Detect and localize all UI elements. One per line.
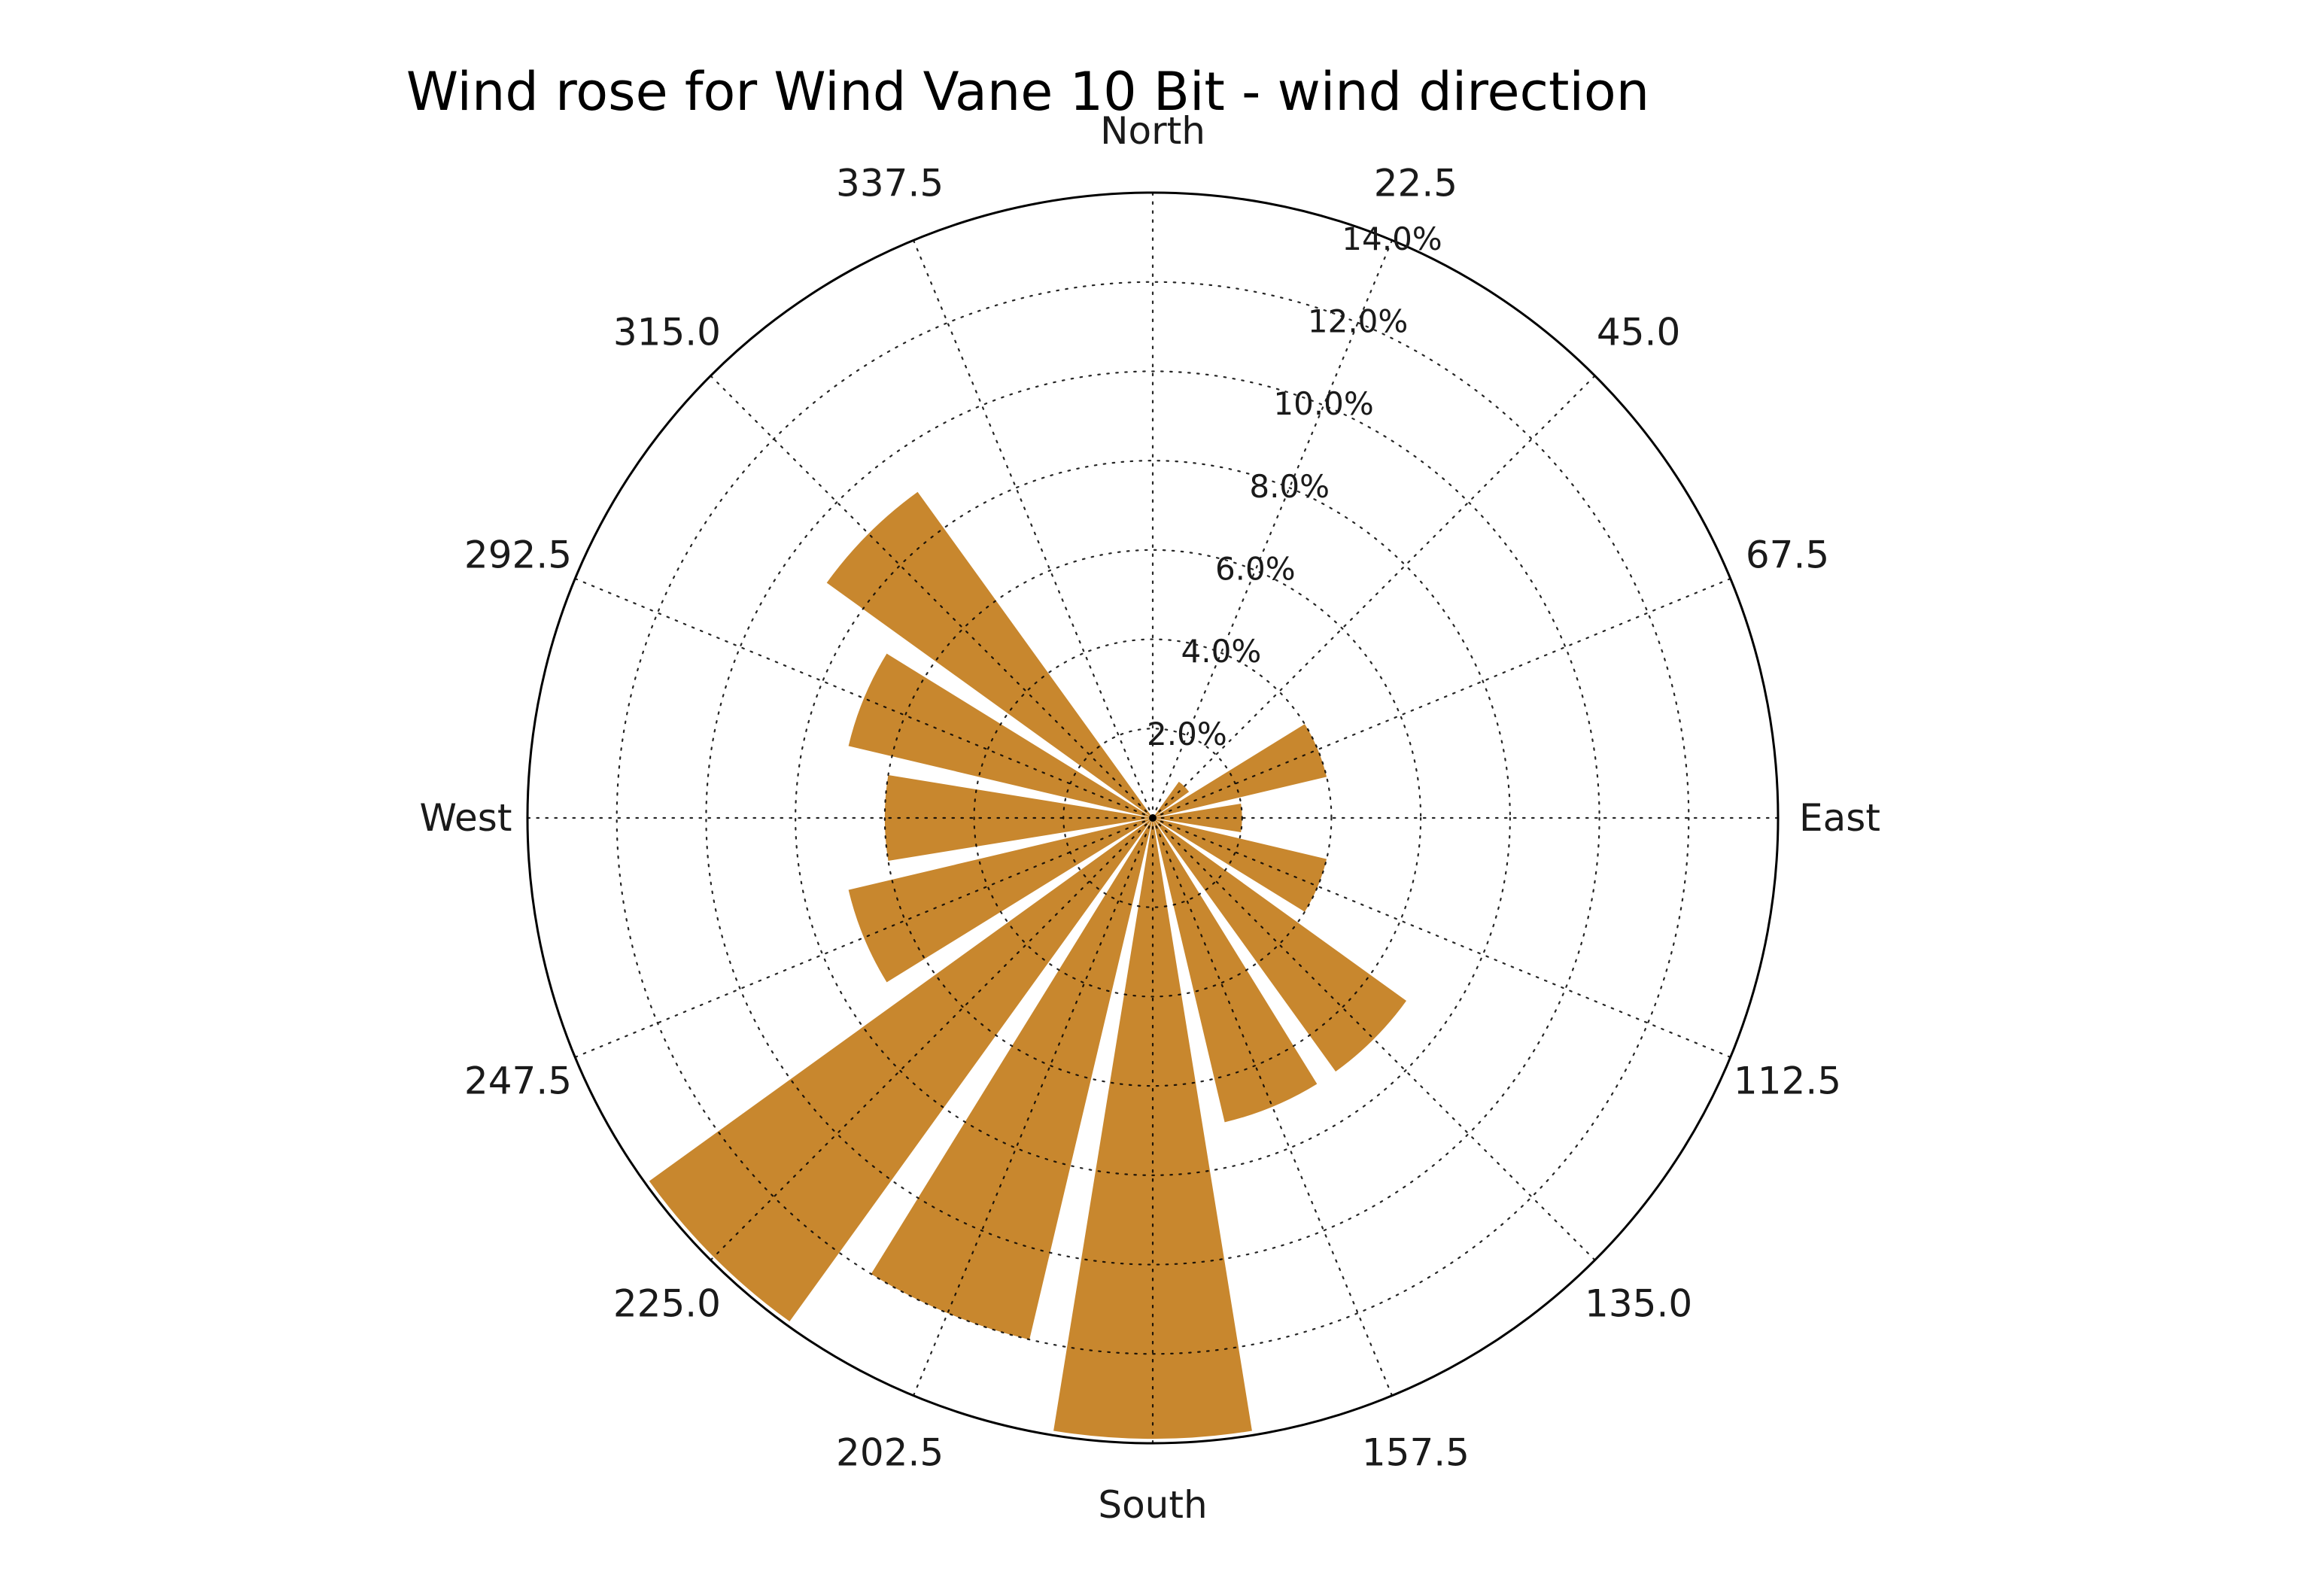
direction-label-South: South <box>1098 1483 1207 1527</box>
radial-tick-label-10pct: 10.0% <box>1273 385 1373 422</box>
grid-ring-4pct <box>973 638 1333 998</box>
direction-label-North: North <box>1100 109 1205 153</box>
bar-South <box>1053 818 1252 1439</box>
direction-label-West: West <box>420 796 512 840</box>
radial-tick-label-14pct: 14.0% <box>1342 220 1442 257</box>
grid-ring-8pct <box>795 460 1511 1176</box>
direction-label-225.0: 225.0 <box>613 1282 721 1326</box>
direction-label-East: East <box>1799 796 1880 840</box>
radial-tick-label-8pct: 8.0% <box>1249 468 1330 505</box>
grid-ring-12pct <box>616 281 1690 1355</box>
bar-112.5 <box>1153 818 1327 912</box>
center-dot <box>1149 814 1157 822</box>
radial-tick-labels: 2.0% 4.0% 6.0% 8.0% 10.0% 12.0% 14.0% <box>1147 220 1442 752</box>
bar-292.5 <box>848 653 1153 818</box>
direction-label-292.5: 292.5 <box>464 534 572 577</box>
direction-label-67.5: 67.5 <box>1746 534 1829 577</box>
direction-label-247.5: 247.5 <box>464 1059 572 1102</box>
radial-tick-label-2pct: 2.0% <box>1147 716 1227 752</box>
bar-202.5 <box>871 818 1153 1340</box>
direction-label-22.5: 22.5 <box>1374 162 1458 205</box>
direction-label-157.5: 157.5 <box>1362 1431 1470 1475</box>
direction-label-112.5: 112.5 <box>1734 1059 1841 1102</box>
bar-67.5 <box>1153 724 1327 818</box>
chart-title: Wind rose for Wind Vane 10 Bit - wind di… <box>406 61 1650 123</box>
radial-tick-label-4pct: 4.0% <box>1181 633 1262 670</box>
polar-outline-circle <box>526 191 1780 1445</box>
grid-ring-2pct <box>1062 728 1243 908</box>
grid-ring-6pct <box>883 549 1422 1087</box>
grid-ring-10pct <box>705 370 1600 1266</box>
direction-label-45.0: 45.0 <box>1597 310 1680 354</box>
direction-labels: North 22.5 45.0 67.5 East 112.5 135.0 157.5 Sout… <box>420 109 1880 1527</box>
bar-157.5 <box>1153 818 1318 1123</box>
radial-tick-label-12pct: 12.0% <box>1308 302 1408 339</box>
direction-label-135.0: 135.0 <box>1585 1282 1692 1326</box>
direction-label-337.5: 337.5 <box>836 162 944 205</box>
bar-West <box>884 775 1153 861</box>
bar-247.5 <box>848 818 1153 983</box>
wind-rose-bars <box>649 491 1406 1439</box>
radial-tick-label-6pct: 6.0% <box>1215 551 1296 588</box>
direction-label-315.0: 315.0 <box>613 310 721 354</box>
direction-label-202.5: 202.5 <box>836 1431 944 1475</box>
